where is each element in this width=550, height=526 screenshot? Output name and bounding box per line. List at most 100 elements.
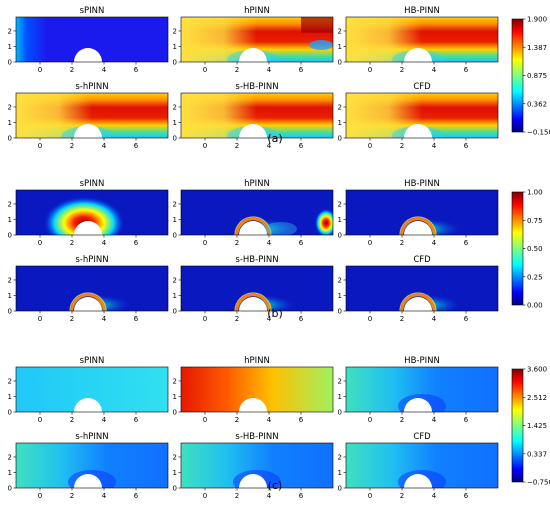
x-tick-label: 0 (368, 66, 372, 74)
y-tick-label: 2 (8, 453, 12, 461)
y-tick-label: 2 (338, 27, 342, 35)
x-tick-label: 2 (70, 239, 74, 247)
colorbar-tick-label: 0.337 (527, 450, 547, 458)
panel-frame (345, 265, 499, 312)
x-tick-label: 6 (464, 239, 469, 247)
y-tick-label: 2 (173, 200, 177, 208)
panel-frame (15, 92, 169, 139)
x-tick-label: 2 (400, 239, 404, 247)
x-tick-label: 2 (70, 66, 74, 74)
y-tick-label: 1 (338, 216, 342, 224)
x-tick-label: 0 (368, 416, 372, 424)
x-tick-label: 2 (400, 66, 404, 74)
panel-s-hpinn: s-hPINN 0 2 4 6 2 1 0 (8, 255, 169, 323)
panel-s-hb-pinn: s-HB-PINN 0 2 4 6 2 1 0 (173, 255, 334, 323)
panel-title: sPINN (80, 6, 105, 16)
x-tick-label: 6 (134, 66, 139, 74)
y-tick-label: 0 (173, 409, 177, 417)
y-tick-label: 2 (338, 377, 342, 385)
panel-cfd: CFD 0 2 4 6 2 1 0 (338, 432, 499, 500)
x-tick-label: 6 (299, 66, 304, 74)
panel-frame (345, 189, 499, 236)
panel-frame (180, 265, 334, 312)
y-tick-label: 2 (173, 27, 177, 35)
panel-title: s-hPINN (75, 82, 108, 92)
panel-frame (180, 189, 334, 236)
y-tick-label: 0 (173, 308, 177, 316)
panel-frame (180, 16, 334, 63)
colorbar-tick-label: 1.425 (527, 422, 547, 430)
panel-title: hPINN (244, 179, 270, 189)
y-tick-label: 0 (8, 135, 12, 143)
x-tick-label: 6 (464, 416, 469, 424)
panel-hpinn: hPINN 0 2 4 6 2 1 0 (173, 6, 334, 74)
panel-s-hpinn: s-hPINN 0 2 4 6 2 1 0 (8, 82, 169, 150)
colorbar-tick-label: 1.387 (527, 44, 547, 52)
y-tick-label: 1 (173, 469, 177, 477)
x-tick-label: 0 (38, 315, 42, 323)
x-tick-label: 0 (368, 239, 372, 247)
x-tick-label: 6 (299, 142, 304, 150)
x-tick-label: 2 (235, 66, 239, 74)
x-tick-label: 4 (432, 66, 437, 74)
x-tick-label: 4 (432, 492, 437, 500)
y-tick-label: 0 (338, 409, 342, 417)
panel-frame (180, 92, 334, 139)
panel-s-hb-pinn: s-HB-PINN 0 2 4 6 2 1 0 (173, 82, 334, 150)
x-tick-label: 4 (102, 142, 107, 150)
x-tick-label: 4 (267, 239, 272, 247)
x-tick-label: 4 (267, 142, 272, 150)
x-tick-label: 2 (235, 315, 239, 323)
y-tick-label: 2 (8, 276, 12, 284)
y-tick-label: 1 (173, 292, 177, 300)
y-tick-label: 1 (338, 292, 342, 300)
colorbar-tick-label: 0.50 (527, 245, 543, 253)
x-tick-label: 6 (464, 66, 469, 74)
x-tick-label: 2 (235, 416, 239, 424)
panel-title: sPINN (80, 356, 105, 366)
panel-title: hPINN (244, 6, 270, 16)
panel-title: sPINN (80, 179, 105, 189)
y-tick-label: 2 (338, 103, 342, 111)
panel-title: s-hPINN (75, 432, 108, 442)
panel-title: CFD (413, 82, 431, 92)
panel-frame (15, 189, 169, 236)
panel-s-hb-pinn: s-HB-PINN 0 2 4 6 2 1 0 (173, 432, 334, 500)
x-tick-label: 4 (267, 66, 272, 74)
y-tick-label: 0 (8, 59, 12, 67)
y-tick-label: 0 (173, 232, 177, 240)
y-tick-label: 2 (8, 103, 12, 111)
x-tick-label: 6 (299, 492, 304, 500)
x-tick-label: 4 (432, 239, 437, 247)
group-label: (a) (267, 132, 282, 145)
colorbar-tick-label: 0.25 (527, 273, 543, 281)
y-tick-label: 0 (338, 308, 342, 316)
y-tick-label: 0 (8, 409, 12, 417)
x-tick-label: 6 (299, 416, 304, 424)
y-tick-label: 0 (173, 135, 177, 143)
panel-title: CFD (413, 432, 431, 442)
y-tick-label: 0 (8, 308, 12, 316)
y-tick-label: 0 (338, 232, 342, 240)
panel-s-hpinn: s-hPINN 0 2 4 6 2 1 0 (8, 432, 169, 500)
panel-hpinn: hPINN 0 2 4 6 2 1 0 (173, 179, 334, 247)
panel-title: s-HB-PINN (235, 255, 278, 265)
x-tick-label: 2 (400, 142, 404, 150)
y-tick-label: 1 (8, 216, 12, 224)
panel-frame (345, 16, 499, 63)
x-tick-label: 0 (368, 142, 372, 150)
y-tick-label: 2 (338, 453, 342, 461)
colorbar-tick-label: 0.75 (527, 217, 543, 225)
y-tick-label: 1 (173, 43, 177, 51)
x-tick-label: 4 (267, 492, 272, 500)
x-tick-label: 4 (432, 315, 437, 323)
y-tick-label: 1 (8, 43, 12, 51)
panel-hb-pinn: HB-PINN 0 2 4 6 2 1 0 (338, 356, 499, 424)
x-tick-label: 0 (203, 492, 207, 500)
x-tick-label: 6 (134, 492, 139, 500)
x-tick-label: 6 (134, 142, 139, 150)
y-tick-label: 1 (338, 43, 342, 51)
x-tick-label: 2 (400, 315, 404, 323)
panel-frame (345, 366, 499, 413)
